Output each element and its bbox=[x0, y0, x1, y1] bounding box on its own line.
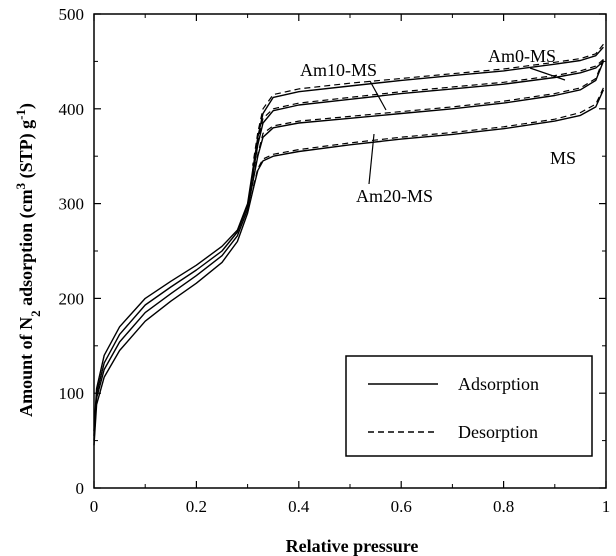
x-tick-label: 0.6 bbox=[391, 497, 412, 516]
legend-box bbox=[345, 355, 593, 457]
annotation-leader-am0-ms bbox=[529, 67, 566, 81]
y-tick-label: 400 bbox=[59, 100, 85, 119]
legend-label-desorption: Desorption bbox=[458, 422, 538, 442]
series-line-desorption-am20-ms bbox=[252, 59, 604, 181]
x-tick-label: 1 bbox=[602, 497, 611, 516]
y-tick-label: 100 bbox=[59, 384, 85, 403]
x-tick-label: 0.2 bbox=[186, 497, 207, 516]
series-line-adsorption-am10-ms bbox=[93, 60, 604, 436]
series-line-adsorption-am0-ms bbox=[93, 46, 604, 432]
annotation-leader-am20-ms bbox=[368, 133, 375, 185]
series-line-adsorption-ms bbox=[93, 89, 605, 446]
series-line-desorption-am0-ms bbox=[252, 43, 604, 166]
annotation-am10-ms: Am10-MS bbox=[300, 60, 377, 80]
annotation-am20-ms: Am20-MS bbox=[356, 186, 433, 206]
y-tick-label: 500 bbox=[59, 5, 85, 24]
series-line-desorption-ms bbox=[252, 87, 604, 190]
x-axis-title: Relative pressure bbox=[286, 536, 419, 556]
x-tick-label: 0 bbox=[90, 497, 99, 516]
x-tick-label: 0.4 bbox=[288, 497, 310, 516]
y-tick-label: 300 bbox=[59, 195, 85, 214]
y-axis-title: Amount of N2 adsorption (cm3 (STP) g-1) bbox=[13, 103, 43, 417]
x-tick-label: 0.8 bbox=[493, 497, 514, 516]
annotation-am0-ms: Am0-MS bbox=[488, 46, 556, 66]
y-tick-label: 200 bbox=[59, 289, 85, 308]
legend-label-adsorption: Adsorption bbox=[458, 374, 539, 394]
y-tick-label: 0 bbox=[76, 479, 85, 498]
annotation-leader-am10-ms bbox=[369, 80, 387, 111]
annotation-ms: MS bbox=[550, 148, 576, 168]
